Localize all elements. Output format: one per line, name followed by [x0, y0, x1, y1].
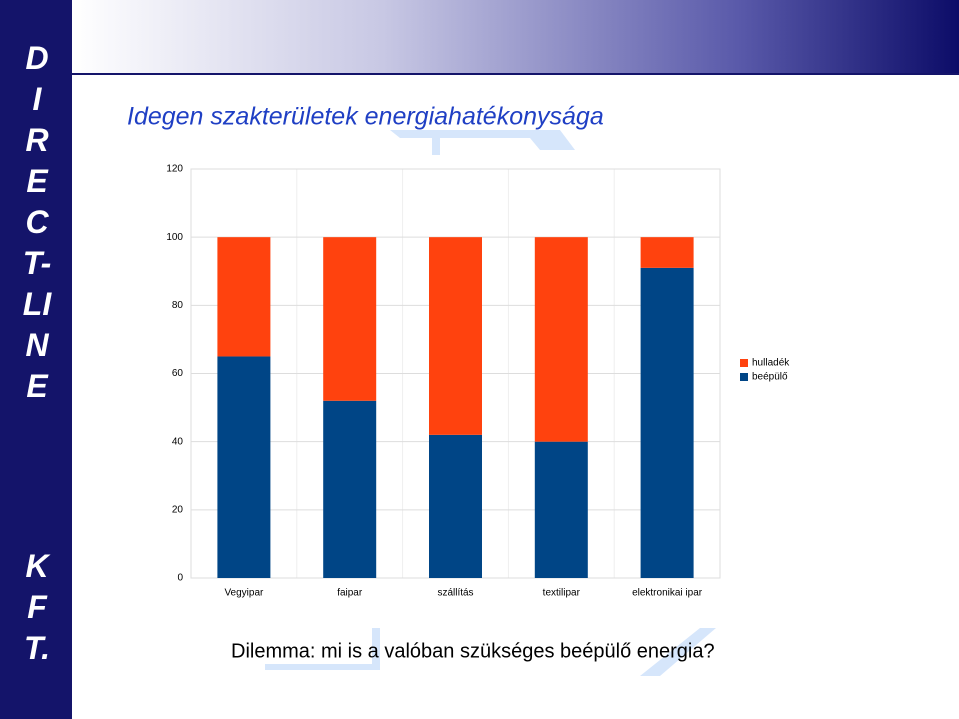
decoration — [390, 130, 575, 155]
y-tick-label: 80 — [172, 300, 184, 311]
y-tick-label: 100 — [166, 232, 183, 243]
y-tick-label: 60 — [172, 368, 184, 379]
bar-segment — [217, 237, 271, 357]
bar-segment — [534, 441, 588, 578]
sidebar: DIRECT-LINE KFT. — [0, 0, 72, 719]
y-tick-label: 120 — [166, 164, 183, 175]
bar-segment — [323, 400, 377, 578]
y-tick-label: 0 — [177, 573, 183, 584]
chart-title: Idegen szakterületek energiahatékonysága — [127, 103, 604, 131]
caption: Dilemma: mi is a valóban szükséges beépü… — [231, 640, 715, 662]
y-tick-label: 40 — [172, 436, 184, 447]
legend-swatch — [740, 359, 748, 367]
bar-segment — [323, 237, 377, 401]
x-tick-label: faipar — [337, 588, 363, 599]
sidebar-word: DIRECT-LINE — [22, 40, 52, 404]
bar-segment — [429, 237, 482, 435]
bar-segment — [534, 237, 588, 442]
x-tick-label: textilipar — [543, 588, 581, 599]
sidebar-word: KFT. — [23, 548, 51, 666]
legend-swatch — [740, 373, 748, 381]
banner — [72, 0, 959, 75]
x-tick-label: elektronikai ipar — [632, 588, 703, 599]
legend-label: hulladék — [752, 358, 790, 369]
decoration — [265, 628, 716, 676]
legend-label: beépülő — [752, 372, 788, 383]
bar-segment — [640, 237, 694, 268]
bar-segment — [429, 434, 482, 578]
bar-segment — [217, 356, 271, 578]
x-tick-label: szállítás — [437, 588, 473, 599]
x-tick-label: Vegyipar — [224, 588, 264, 599]
y-tick-label: 20 — [172, 504, 184, 515]
bar-segment — [640, 267, 694, 578]
